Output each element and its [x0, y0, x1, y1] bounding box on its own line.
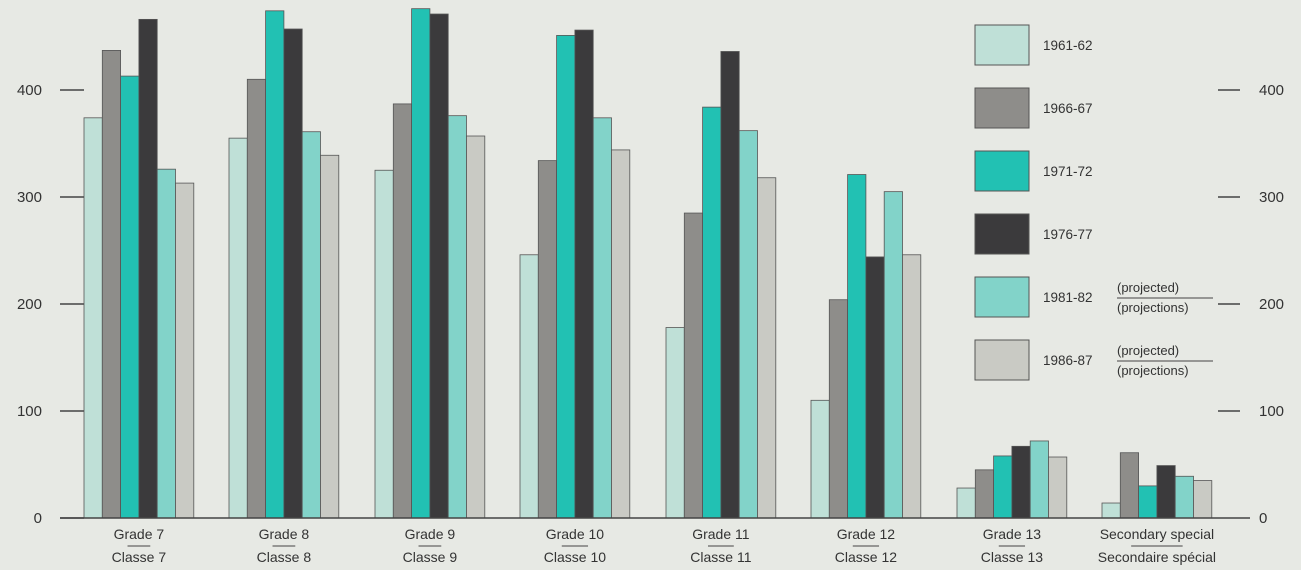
category-label-top-0: Grade 7	[114, 526, 165, 542]
bar-1981-82-grade-12	[883, 191, 903, 519]
legend-swatch-1966-67	[974, 87, 1030, 129]
bar-1961-62-grade-12	[810, 399, 830, 519]
bar-1986-87-grade-13	[1048, 456, 1068, 519]
legend-note-bottom-1986-87: (projections)	[1117, 363, 1189, 378]
bar-1961-62-secondary-special	[1101, 502, 1121, 519]
bar-1976-77-grade-12	[865, 256, 885, 519]
category-label-bottom-6: Classe 13	[981, 549, 1043, 565]
bar-1981-82-grade-11	[738, 130, 758, 519]
left-tick-label-200: 200	[17, 296, 42, 313]
bar-1986-87-grade-12	[902, 254, 922, 519]
category-label-bottom-3: Classe 10	[544, 549, 606, 565]
bar-1971-72-grade-11	[702, 106, 722, 519]
bar-1966-67-grade-10	[537, 160, 557, 519]
bar-1981-82-grade-10	[592, 117, 612, 519]
left-tick-label-300: 300	[17, 189, 42, 206]
bar-1966-67-secondary-special	[1119, 452, 1140, 519]
bars-group	[83, 8, 1213, 519]
right-tick-label-300: 300	[1259, 189, 1284, 206]
left-tick-label-400: 400	[17, 82, 42, 99]
category-label-bottom-0: Classe 7	[112, 549, 167, 565]
legend-swatch-1971-72	[974, 150, 1030, 192]
bar-1961-62-grade-13	[956, 487, 976, 519]
right-tick-label-100: 100	[1259, 403, 1284, 420]
bar-1981-82-grade-8	[301, 131, 321, 519]
legend-label-1981-82: 1981-82	[1043, 290, 1093, 305]
bar-1976-77-secondary-special	[1156, 465, 1176, 519]
legend-note-bottom-1981-82: (projections)	[1117, 300, 1189, 315]
bar-1966-67-grade-8	[246, 78, 267, 519]
bar-1976-77-grade-9	[429, 13, 449, 519]
legend-swatch-1981-82	[974, 276, 1030, 318]
category-label-top-2: Grade 9	[405, 526, 456, 542]
bar-1986-87-grade-10	[611, 149, 631, 519]
right-tick-label-0: 0	[1259, 510, 1267, 527]
bar-1976-77-grade-10	[574, 29, 594, 519]
bar-1971-72-grade-7	[120, 75, 140, 519]
legend-note-top-1981-82: (projected)	[1117, 280, 1179, 295]
bar-1966-67-grade-13	[974, 469, 994, 519]
bar-1976-77-grade-8	[283, 28, 303, 519]
bar-1961-62-grade-10	[519, 254, 539, 519]
left-tick-label-100: 100	[17, 403, 42, 420]
bar-1986-87-grade-11	[757, 177, 777, 519]
bar-1961-62-grade-11	[665, 327, 685, 519]
category-label-bottom-1: Classe 8	[257, 549, 312, 565]
left-y-axis: 0 100 200 300 400	[17, 82, 84, 527]
bar-1971-72-grade-9	[411, 8, 431, 519]
bar-1981-82-secondary-special	[1174, 475, 1194, 519]
legend-swatch-1961-62	[974, 24, 1030, 66]
bar-1981-82-grade-13	[1029, 440, 1049, 519]
bar-1976-77-grade-11	[720, 51, 740, 519]
bar-1986-87-secondary-special	[1193, 480, 1213, 519]
category-labels: Grade 7 Classe 7 Grade 8 Classe 8 Grade 9 Cla…	[112, 526, 1216, 565]
right-tick-label-400: 400	[1259, 82, 1284, 99]
legend-label-1986-87: 1986-87	[1043, 353, 1093, 368]
legend-swatch-1976-77	[974, 213, 1030, 255]
category-label-top-3: Grade 10	[546, 526, 605, 542]
category-label-bottom-2: Classe 9	[403, 549, 458, 565]
bar-1966-67-grade-9	[392, 103, 412, 519]
legend-label-1961-62: 1961-62	[1043, 38, 1093, 53]
bar-1971-72-grade-13	[993, 455, 1013, 519]
bar-1966-67-grade-7	[101, 50, 122, 519]
bar-1981-82-grade-9	[447, 115, 467, 519]
bar-1966-67-grade-11	[683, 212, 703, 519]
right-y-axis: 0 100 200 300 400	[1218, 82, 1284, 527]
legend-label-1966-67: 1966-67	[1043, 101, 1093, 116]
category-label-bottom-5: Classe 12	[835, 549, 897, 565]
bar-1986-87-grade-7	[175, 182, 195, 519]
legend: 1961-62 1966-67 1971-72 1976-77 1981-82 (proj…	[974, 24, 1213, 381]
legend-label-1971-72: 1971-72	[1043, 164, 1093, 179]
category-label-top-1: Grade 8	[259, 526, 310, 542]
category-label-top-4: Grade 11	[692, 526, 750, 542]
category-label-top-5: Grade 12	[837, 526, 896, 542]
right-tick-label-200: 200	[1259, 296, 1284, 313]
category-label-top-7: Secondary special	[1100, 526, 1214, 542]
bar-1981-82-grade-7	[156, 168, 176, 519]
bar-1971-72-grade-10	[556, 35, 576, 519]
bar-1986-87-grade-9	[466, 135, 486, 519]
bar-1966-67-grade-12	[828, 299, 848, 519]
bar-1971-72-grade-12	[847, 174, 867, 519]
bar-1971-72-grade-8	[265, 10, 285, 519]
bar-1961-62-grade-8	[228, 137, 248, 519]
bar-1961-62-grade-9	[374, 169, 394, 519]
legend-label-1976-77: 1976-77	[1043, 227, 1093, 242]
bar-1976-77-grade-13	[1011, 445, 1031, 519]
category-label-bottom-7: Secondaire spécial	[1098, 549, 1216, 565]
legend-note-top-1986-87: (projected)	[1117, 343, 1179, 358]
bar-1961-62-grade-7	[83, 117, 103, 519]
category-label-bottom-4: Classe 11	[690, 549, 751, 565]
left-tick-label-0: 0	[34, 510, 42, 527]
legend-swatch-1986-87	[974, 339, 1030, 381]
bar-1986-87-grade-8	[320, 154, 340, 519]
bar-1971-72-secondary-special	[1138, 485, 1158, 519]
bar-1976-77-grade-7	[138, 18, 158, 519]
category-label-top-6: Grade 13	[983, 526, 1042, 542]
